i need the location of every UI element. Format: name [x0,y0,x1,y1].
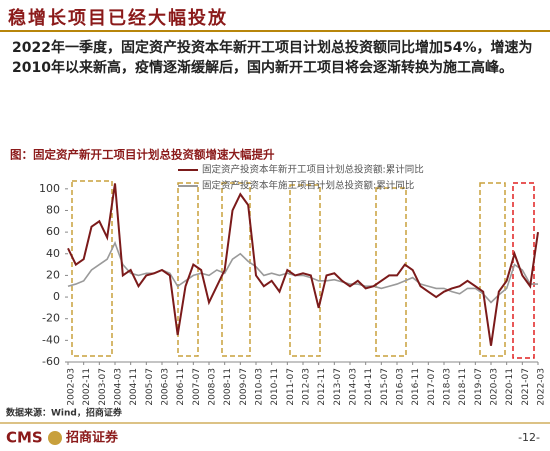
y-tick-label: -20 [42,312,60,325]
highlight-boxes [71,180,506,357]
x-tick-label: 2006-03 [161,368,171,406]
x-tick-label: 2008-03 [208,368,218,406]
x-tick-label: 2008-11 [223,368,233,406]
x-tick-label: 2017-07 [427,368,437,406]
logo-icon [48,431,62,445]
x-tick-label: 2013-07 [333,368,343,406]
x-tick-label: 2014-03 [349,368,359,406]
x-tick-label: 2015-07 [380,368,390,406]
x-tick-label: 2004-11 [129,368,139,406]
x-tick-label: 2002-11 [82,368,92,406]
y-tick-label: 100 [39,182,60,195]
highlight-box [289,184,321,357]
logo-chinese: 招商证券 [66,430,119,446]
y-tick-label: -60 [42,355,60,368]
x-tick-label: 2002-03 [67,368,77,406]
x-tick-label: 2003-07 [98,368,108,406]
y-tick-label: 0 [53,290,60,303]
x-tick-label: 2021-07 [521,368,531,406]
x-tick-label: 2006-11 [176,368,186,406]
highlight-box [375,187,407,357]
page-number: -12- [518,431,540,444]
logo-latin: CMS [6,429,43,447]
x-tick-label: 2014-11 [364,368,374,406]
x-tick-label: 2012-03 [302,368,312,406]
y-tick-label: 60 [46,225,60,238]
highlight-box [177,182,199,357]
highlight-box [71,180,113,357]
highlight-box [221,182,251,357]
x-tick-label: 2020-03 [490,368,500,406]
x-tick-label: 2007-07 [192,368,202,406]
series-line [67,240,538,304]
x-tick-label: 2016-03 [396,368,406,406]
legend-label: 固定资产投资本年新开工项目计划总投资额:累计同比 [202,164,424,176]
x-tick-label: 2018-11 [458,368,468,406]
series-line [67,183,539,346]
title-rule [0,30,550,32]
x-tick-label: 2012-11 [317,368,327,406]
y-tick-label: 20 [46,268,60,281]
x-tick-label: 2018-03 [443,368,453,406]
chart-title: 图：固定资产新开工项目计划总投资额增速大幅提升 [10,148,275,162]
source-note: 数据来源：Wind，招商证券 [6,407,123,419]
x-tick-label: 2011-07 [286,368,296,406]
x-tick-label: 2020-11 [505,368,515,406]
x-tick-label: 2005-07 [145,368,155,406]
highlight-box [479,182,506,357]
slide-body: 2022年一季度，固定资产投资本年新开工项目计划总投资额同比增加54%，增速为2… [12,40,533,76]
x-tick-label: 2010-11 [270,368,280,406]
x-tick-label: 2022-03 [537,368,547,406]
legend-label: 固定资产投资本年施工项目计划总投资额:累计同比 [202,180,414,192]
x-tick-label: 2004-03 [114,368,124,406]
x-tick-label: 2010-03 [255,368,265,406]
x-tick-label: 2019-07 [474,368,484,406]
slide-title: 稳增长项目已经大幅投放 [8,8,228,29]
x-tick-label: 2016-11 [411,368,421,406]
y-tick-label: 40 [46,247,60,260]
x-tick-label: 2009-07 [239,368,249,406]
y-tick-label: -40 [42,333,60,346]
y-tick-label: 80 [46,203,60,216]
